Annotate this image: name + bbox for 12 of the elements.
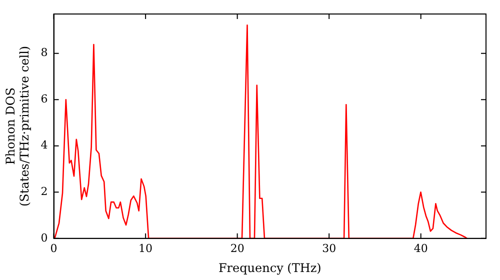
y-tick-label: 6 [40,92,48,106]
y-tick-label: 0 [40,231,48,244]
x-axis-title: Frequency (THz) [218,260,322,275]
y-axis-title: Phonon DOS (States/THz·primitive cell) [3,46,32,207]
x-tick-label: 0 [50,242,58,255]
y-tick-label: 8 [40,46,48,60]
x-tick-label: 40 [414,242,428,255]
x-tick-label: 20 [230,242,244,255]
y-tick-label: 2 [40,184,48,198]
x-tick-label: 10 [138,242,153,255]
x-tick-label: 30 [322,242,336,255]
y-tick-label: 4 [40,138,48,152]
